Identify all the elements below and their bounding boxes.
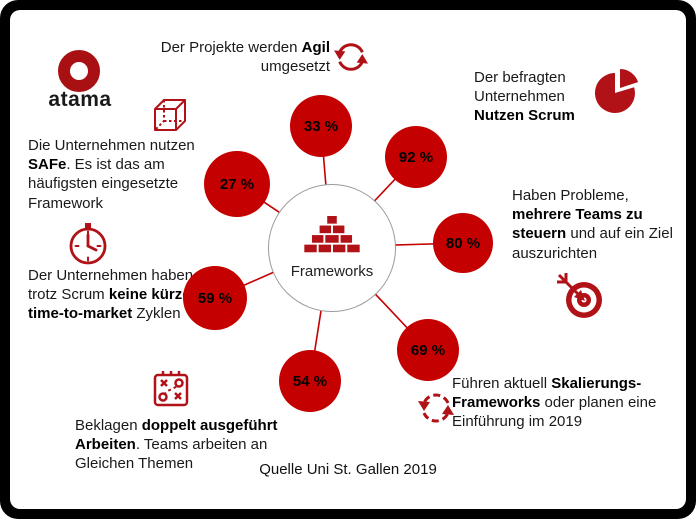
annotation-bold: mehrere Teams zu steuern: [512, 206, 643, 243]
tactics-board-icon: [153, 371, 189, 407]
bubble-safe: 27 %: [204, 151, 270, 217]
pie-chart-icon: [594, 68, 639, 113]
bubble-value: 92 %: [398, 148, 434, 166]
center-label: Frameworks: [290, 263, 374, 280]
annotation-agil: Der Projekte werden Agil umgesetzt: [130, 38, 330, 76]
annotation-text: Der befragten Unternehmen: [474, 69, 566, 106]
annotation-teams: Haben Probleme, mehrere Teams zu steuern…: [512, 186, 674, 263]
bubble-value: 54 %: [292, 372, 328, 390]
annotation-bold: keine kürzere time-to-market: [28, 286, 205, 323]
bubble-value: 27 %: [219, 175, 255, 193]
bubble-scrum: 92 %: [385, 126, 447, 188]
bubble-value: 69 %: [410, 341, 446, 359]
annotation-text: Der Projekte werden: [160, 39, 302, 56]
bubble-skalierung: 69 %: [397, 319, 459, 381]
target-arrow-icon: [557, 273, 602, 318]
cube-icon: [154, 99, 186, 131]
step-pyramid-icon: [304, 216, 360, 253]
bubble-value: 59 %: [197, 289, 233, 307]
annotation-ttm: Der Unternehmen haben trotz Scrum keine …: [28, 266, 206, 324]
source-caption: Quelle Uni St. Gallen 2019: [259, 461, 437, 478]
annotation-text: Haben Probleme,: [512, 187, 629, 204]
annotation-bold: SAFe: [28, 156, 67, 174]
annotation-bold: Nutzen Scrum: [474, 107, 575, 125]
cycle-arrows-icon: [334, 43, 368, 71]
annotation-text: . Es ist das am häufigsten eingesetzte F…: [28, 156, 179, 212]
annotation-scrum: Der befragten Unternehmen Nutzen Scrum: [474, 68, 614, 126]
annotation-text: . Teams arbeiten an Gleichen Themen: [75, 436, 268, 473]
bubble-teams: 80 %: [433, 213, 493, 273]
cycle-arrows-icon: [418, 393, 454, 423]
annotation-text: Der Unternehmen haben trotz Scrum: [28, 267, 194, 304]
annotation-text: Führen aktuell: [452, 375, 552, 392]
annotation-text: Die Unternehmen nutzen: [28, 137, 195, 154]
annotation-text: oder planen eine Einführung im 2019: [452, 394, 657, 431]
annotation-safe: Die Unternehmen nutzen SAFe. Es ist das …: [28, 136, 218, 213]
annotation-bold: Agil: [301, 39, 330, 56]
annotation-doppelt: Beklagen doppelt ausgeführt Arbeiten. Te…: [75, 416, 325, 474]
brand-name: atama: [48, 88, 112, 111]
annotation-bold: doppelt ausgeführt Arbeiten: [75, 417, 278, 454]
atama-logo-icon: [58, 50, 100, 92]
bubble-value: 80 %: [445, 234, 481, 252]
bubble-agil: 33 %: [290, 95, 352, 157]
bubble-value: 33 %: [303, 117, 339, 135]
annotation-text: Beklagen: [75, 417, 142, 434]
annotation-bold: Skalierungs-Frameworks: [452, 375, 642, 412]
clock-icon: [69, 223, 107, 265]
bubble-doppelt: 54 %: [279, 350, 341, 412]
annotation-text: Zyklen: [132, 305, 181, 323]
center-frameworks-circle: Frameworks: [268, 184, 396, 312]
annotation-text: und auf ein Ziel auszurichten: [512, 225, 673, 262]
bubble-ttm: 59 %: [183, 266, 247, 330]
annotation-skalierung: Führen aktuell Skalierungs-Frameworks od…: [452, 374, 684, 432]
annotation-text: umgesetzt: [260, 58, 330, 76]
